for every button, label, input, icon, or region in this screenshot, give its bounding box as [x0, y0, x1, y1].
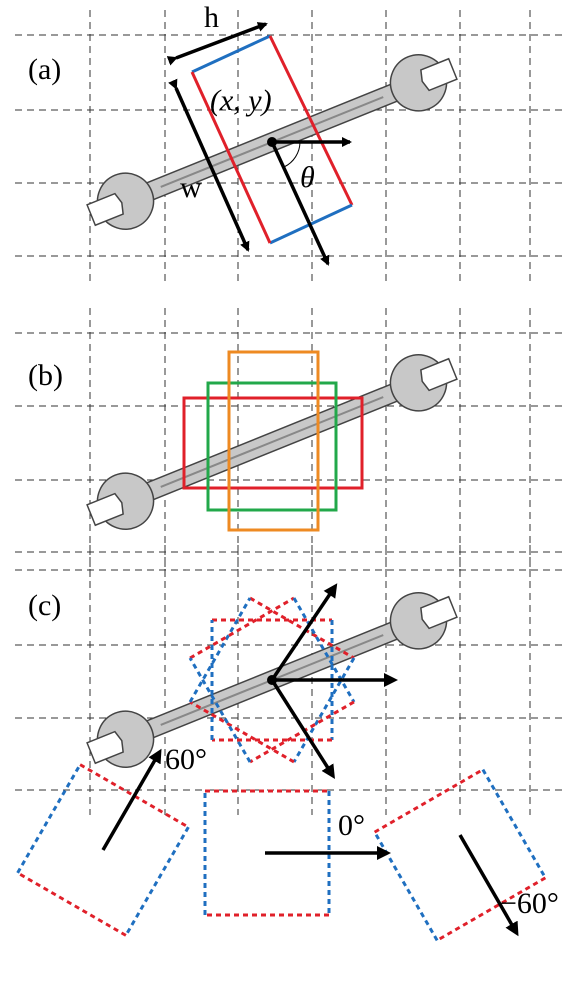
direction-arrow	[272, 680, 328, 768]
center-label: (x, y)	[210, 84, 272, 117]
angle-label: 0°	[338, 809, 365, 842]
dashed-box-side	[250, 702, 354, 762]
h-arrow	[176, 24, 266, 58]
direction-arrow	[103, 760, 155, 850]
angle-label: 60°	[165, 743, 207, 776]
panel-label: (c)	[28, 589, 61, 622]
theta-label: θ	[300, 161, 315, 194]
w-label: w	[180, 171, 202, 204]
angle-label: −60°	[500, 887, 559, 920]
dashed-box-side	[190, 598, 294, 658]
dashed-box-side	[18, 873, 126, 936]
dashed-box-side	[375, 770, 483, 833]
dashed-box-side	[375, 832, 438, 940]
panel-label: (b)	[28, 359, 63, 392]
panel-label: (a)	[28, 53, 61, 86]
dashed-box-side	[250, 598, 354, 658]
dashed-box-side	[18, 765, 81, 873]
h-label: h	[204, 1, 219, 34]
dashed-box-side	[483, 770, 546, 878]
dashed-box-side	[126, 827, 189, 935]
diagram: (a) h w (x, y) θ (b) (c) 60° 0° −60°	[0, 0, 580, 999]
